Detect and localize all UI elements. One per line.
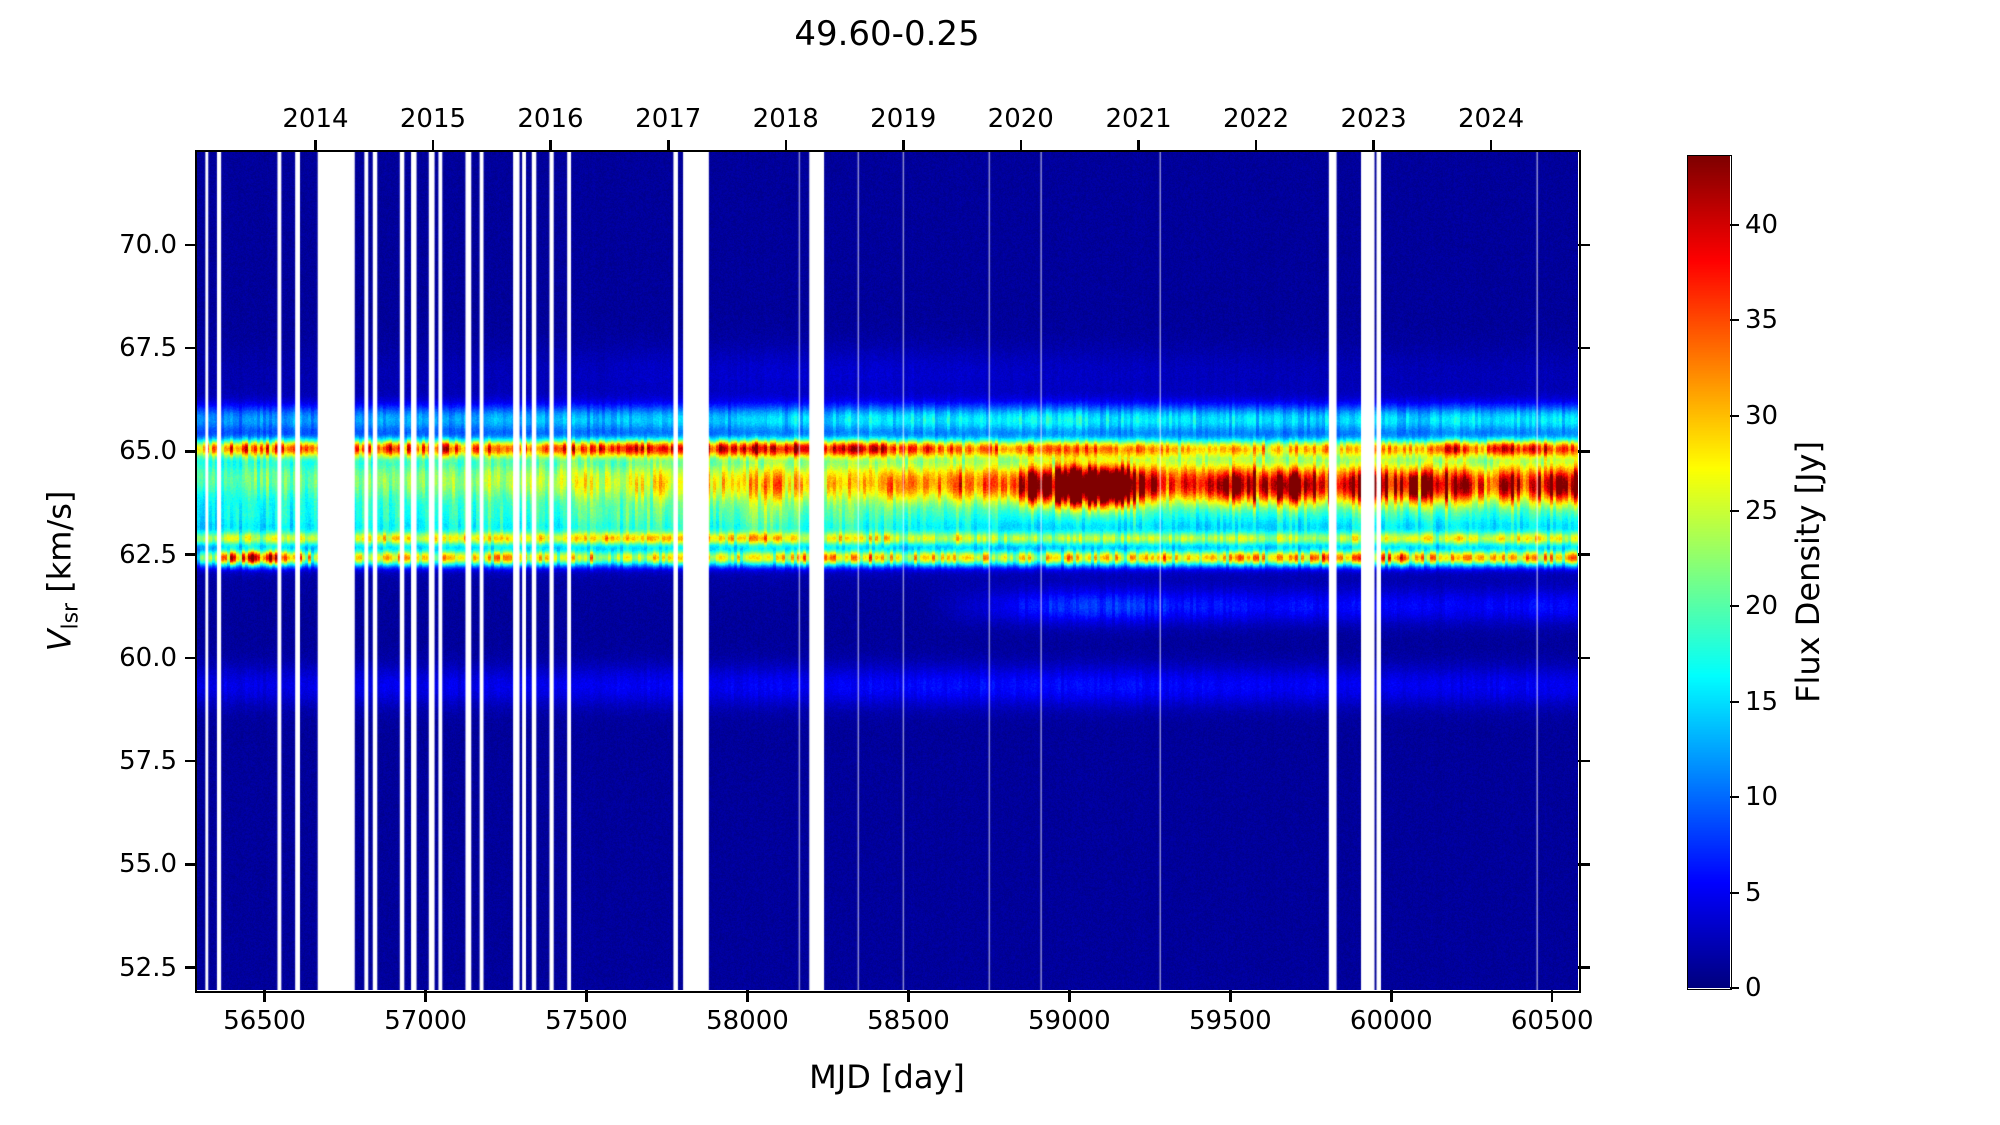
year-tick-label: 2015 (399, 104, 467, 134)
right-tick (1578, 759, 1590, 763)
colorbar-tick (1730, 891, 1739, 894)
x-tick (746, 990, 749, 1002)
y-tick (185, 966, 197, 969)
y-tick (185, 553, 197, 556)
colorbar-tick-label: 20 (1745, 591, 1779, 622)
year-tick (784, 140, 788, 152)
year-tick (1137, 140, 1140, 152)
x-axis-label: MJD [day] (809, 1058, 965, 1096)
right-tick (1578, 656, 1590, 660)
colorbar-tick (1730, 509, 1739, 512)
year-tick-label: 2024 (1457, 104, 1525, 134)
x-tick (1390, 990, 1393, 1002)
x-tick (424, 990, 427, 1002)
y-tick-label: 60.0 (119, 642, 177, 673)
year-tick (549, 140, 552, 152)
heatmap-canvas (197, 152, 1578, 990)
colorbar-tick (1730, 605, 1739, 608)
y-tick (185, 346, 197, 350)
y-tick-label: 57.5 (119, 746, 177, 777)
year-tick (314, 140, 317, 152)
year-tick-label: 2019 (870, 104, 937, 134)
year-tick (1489, 140, 1493, 152)
year-tick-label: 2018 (752, 104, 819, 134)
y-tick (185, 863, 197, 866)
colorbar-tick-label: 35 (1745, 305, 1779, 336)
x-tick (907, 990, 910, 1002)
year-tick-label: 2023 (1340, 104, 1407, 134)
colorbar-tick (1730, 796, 1739, 799)
y-tick-label: 55.0 (119, 849, 177, 880)
x-tick-label: 59500 (1188, 1006, 1272, 1036)
year-tick-label: 2021 (1105, 104, 1172, 134)
x-tick (585, 990, 588, 1002)
colorbar-tick (1730, 319, 1739, 322)
y-tick (185, 243, 197, 247)
colorbar-tick-label: 25 (1745, 495, 1779, 526)
y-tick-label: 70.0 (119, 229, 177, 260)
right-tick (1578, 863, 1590, 866)
y-tick (185, 759, 197, 763)
y-tick (185, 450, 197, 453)
x-tick-label: 57500 (545, 1006, 628, 1036)
x-tick-label: 56500 (223, 1006, 306, 1036)
year-tick-label: 2016 (517, 104, 584, 134)
y-tick-label: 62.5 (119, 539, 177, 570)
colorbar-tick (1730, 223, 1739, 226)
colorbar-tick (1730, 700, 1739, 703)
y-label-variable: V (40, 629, 79, 652)
y-label-unit: [km/s] (40, 490, 79, 603)
colorbar-tick-label: 30 (1745, 400, 1779, 431)
year-tick (1254, 140, 1258, 152)
x-tick (1550, 990, 1554, 1002)
colorbar-tick-label: 10 (1745, 782, 1779, 813)
year-tick-label: 2020 (987, 104, 1054, 134)
x-tick-label: 57000 (384, 1006, 467, 1036)
colorbar-canvas (1688, 156, 1730, 988)
plot-title: 49.60-0.25 (794, 14, 980, 54)
right-tick (1578, 243, 1590, 247)
x-tick-label: 60500 (1510, 1006, 1594, 1036)
colorbar-tick-label: 0 (1745, 973, 1762, 1003)
year-tick (431, 140, 435, 152)
year-tick-label: 2014 (282, 104, 349, 134)
right-tick (1578, 450, 1590, 453)
year-tick (1019, 140, 1023, 152)
y-tick-label: 67.5 (119, 333, 177, 364)
colorbar-label: Flux Density [Jy] (1789, 441, 1827, 703)
y-axis-label: Vlsr [km/s] (40, 491, 83, 652)
year-tick-label: 2022 (1222, 104, 1290, 134)
y-tick-label: 65.0 (119, 436, 177, 467)
right-tick (1578, 346, 1590, 350)
year-tick (902, 140, 905, 152)
colorbar-tick (1730, 987, 1739, 989)
colorbar-tick-label: 15 (1745, 686, 1779, 717)
colorbar-tick-label: 5 (1745, 877, 1762, 908)
x-tick-label: 60000 (1349, 1006, 1433, 1036)
x-tick (1229, 990, 1232, 1002)
x-tick (1068, 990, 1071, 1002)
y-tick-label: 52.5 (119, 952, 177, 983)
y-label-subscript: lsr (58, 602, 84, 630)
year-tick (667, 140, 670, 152)
right-tick (1578, 553, 1590, 556)
x-tick (263, 990, 266, 1002)
year-tick-label: 2017 (635, 104, 702, 134)
colorbar-tick (1730, 414, 1739, 417)
y-tick (185, 656, 197, 660)
right-tick (1578, 966, 1590, 969)
x-tick-label: 59000 (1028, 1006, 1111, 1036)
year-tick (1372, 140, 1375, 152)
colorbar-tick-label: 40 (1745, 209, 1779, 240)
x-tick-label: 58000 (706, 1006, 789, 1036)
x-tick-label: 58500 (867, 1006, 950, 1036)
